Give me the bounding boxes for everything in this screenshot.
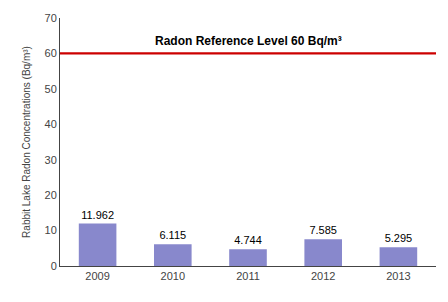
svg-text:Rabbit Lake Radon Concentratio: Rabbit Lake Radon Concentrations (Bq/m³) [21,46,32,238]
svg-text:20: 20 [45,189,57,201]
svg-text:2013: 2013 [386,270,410,282]
svg-text:60: 60 [45,47,57,59]
svg-text:70: 70 [45,12,57,24]
svg-text:2011: 2011 [236,270,260,282]
svg-text:50: 50 [45,83,57,95]
svg-text:30: 30 [45,154,57,166]
svg-text:0: 0 [51,260,57,272]
svg-text:4.744: 4.744 [234,234,262,246]
svg-text:5.295: 5.295 [385,232,413,244]
svg-text:40: 40 [45,118,57,130]
svg-text:11.962: 11.962 [81,209,114,221]
svg-text:7.585: 7.585 [309,224,337,236]
svg-text:2012: 2012 [311,270,335,282]
svg-text:2009: 2009 [85,270,109,282]
svg-text:10: 10 [45,224,57,236]
svg-text:6.115: 6.115 [159,229,186,241]
svg-text:Radon Reference Level 60 Bq/m³: Radon Reference Level 60 Bq/m³ [155,34,342,48]
svg-text:2010: 2010 [161,270,185,282]
